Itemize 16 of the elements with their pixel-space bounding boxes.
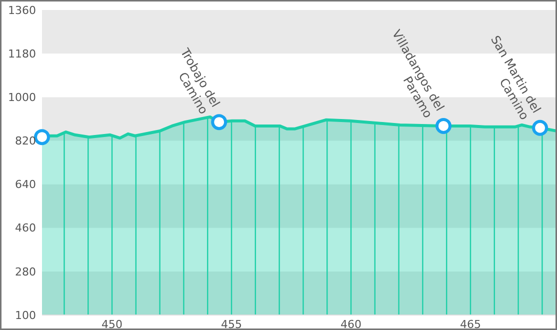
y-tick-label: 1180 bbox=[8, 47, 36, 60]
x-tick-label: 455 bbox=[221, 318, 242, 330]
point bbox=[435, 118, 452, 134]
x-tick-label: 460 bbox=[340, 318, 362, 330]
x-tick-label: 450 bbox=[102, 318, 123, 330]
x-tick-label: 465 bbox=[460, 318, 481, 330]
y-tick-label: 1360 bbox=[8, 4, 36, 17]
point bbox=[532, 120, 548, 136]
y-tick-label: 460 bbox=[15, 222, 36, 235]
y-tick-label: 280 bbox=[15, 265, 36, 278]
y-tick-label: 100 bbox=[15, 308, 36, 322]
y-tick-label: 1000 bbox=[8, 90, 36, 104]
y-tick-label: 640 bbox=[15, 178, 36, 192]
point bbox=[34, 129, 50, 146]
y-tick-label: 820 bbox=[15, 134, 36, 148]
point bbox=[211, 114, 228, 130]
